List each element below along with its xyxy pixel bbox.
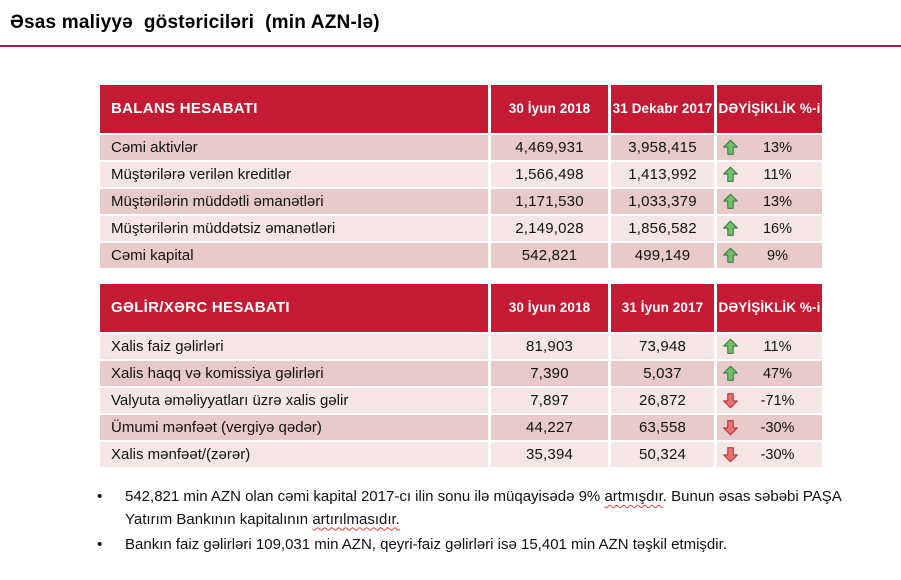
change-percent: 11% — [763, 338, 792, 355]
up-arrow-icon — [722, 338, 739, 355]
value-period1: 7,897 — [491, 388, 608, 413]
row-label: Müştərilərə verilən kreditlər — [100, 162, 488, 187]
up-arrow-icon — [722, 139, 739, 156]
column-header-period2: 31 İyun 2017 — [611, 284, 714, 332]
value-period2: 50,324 — [611, 442, 714, 467]
change-cell: 11% — [717, 334, 822, 359]
row-label: Xalis mənfəət/(zərər) — [100, 442, 488, 467]
row-label: Cəmi aktivlər — [100, 135, 488, 160]
row-label: Xalis haqq və komissiya gəlirləri — [100, 361, 488, 386]
change-percent: 9% — [767, 247, 788, 264]
table-row: Xalis haqq və komissiya gəlirləri 7,390 … — [100, 361, 822, 386]
change-cell: 16% — [717, 216, 822, 241]
change-cell: 13% — [717, 135, 822, 160]
row-label: Valyuta əməliyyatları üzrə xalis gəlir — [100, 388, 488, 413]
up-arrow-icon — [722, 193, 739, 210]
table-row: Valyuta əməliyyatları üzrə xalis gəlir 7… — [100, 388, 822, 413]
table-row: Müştərilərə verilən kreditlər 1,566,498 … — [100, 162, 822, 187]
note-text: . Bunun əsas səbəbi PAŞA Yatırım Bankını… — [125, 488, 841, 528]
down-arrow-icon — [722, 392, 739, 409]
column-header-change: DƏYİŞİKLİK %-i — [717, 284, 822, 332]
change-percent: 11% — [763, 166, 792, 183]
change-cell: 47% — [717, 361, 822, 386]
table-title: BALANS HESABATI — [100, 85, 488, 133]
value-period1: 7,390 — [491, 361, 608, 386]
notes-list: 542,821 min AZN olan cəmi kapital 2017-c… — [95, 486, 880, 557]
value-period1: 2,149,028 — [491, 216, 608, 241]
change-cell: -30% — [717, 415, 822, 440]
row-label: Müştərilərin müddətli əmanətləri — [100, 189, 488, 214]
page-title: Əsas maliyyə göstəriciləri (min AZN-lə) — [10, 12, 380, 33]
row-label: Ümumi mənfəət (vergiyə qədər) — [100, 415, 488, 440]
row-label: Müştərilərin müddətsiz əmanətləri — [100, 216, 488, 241]
change-percent: 16% — [762, 220, 793, 237]
value-period1: 44,227 — [491, 415, 608, 440]
table-title: GƏLİR/XƏRC HESABATI — [100, 284, 488, 332]
balance-sheet-table: BALANS HESABATI 30 İyun 2018 31 Dekabr 2… — [100, 85, 822, 268]
table-row: Xalis faiz gəlirləri 81,903 73,948 11% — [100, 334, 822, 359]
table-row: Müştərilərin müddətli əmanətləri 1,171,5… — [100, 189, 822, 214]
table-row: Cəmi aktivlər 4,469,931 3,958,415 13% — [100, 135, 822, 160]
value-period2: 63,558 — [611, 415, 714, 440]
down-arrow-icon — [722, 446, 739, 463]
value-period2: 1,856,582 — [611, 216, 714, 241]
value-period1: 542,821 — [491, 243, 608, 268]
column-header-period2: 31 Dekabr 2017 — [611, 85, 714, 133]
up-arrow-icon — [722, 247, 739, 264]
value-period1: 81,903 — [491, 334, 608, 359]
table-row: Cəmi kapital 542,821 499,149 9% — [100, 243, 822, 268]
change-percent: 13% — [762, 193, 793, 210]
column-header-change: DƏYİŞİKLİK %-i — [717, 85, 822, 133]
column-header-period1: 30 İyun 2018 — [491, 284, 608, 332]
income-statement-table: GƏLİR/XƏRC HESABATI 30 İyun 2018 31 İyun… — [100, 284, 822, 467]
value-period2: 3,958,415 — [611, 135, 714, 160]
value-period1: 1,566,498 — [491, 162, 608, 187]
value-period2: 73,948 — [611, 334, 714, 359]
note-text: Bankın faiz gəlirləri 109,031 min AZN, q… — [125, 536, 727, 553]
change-cell: -71% — [717, 388, 822, 413]
table-row: Müştərilərin müddətsiz əmanətləri 2,149,… — [100, 216, 822, 241]
value-period2: 5,037 — [611, 361, 714, 386]
value-period1: 4,469,931 — [491, 135, 608, 160]
change-percent: 13% — [762, 139, 793, 156]
row-label: Xalis faiz gəlirləri — [100, 334, 488, 359]
spellcheck-word: artmışdır — [604, 488, 663, 505]
change-cell: -30% — [717, 442, 822, 467]
change-percent: 47% — [762, 365, 793, 382]
value-period2: 1,033,379 — [611, 189, 714, 214]
down-arrow-icon — [722, 419, 739, 436]
value-period2: 1,413,992 — [611, 162, 714, 187]
up-arrow-icon — [722, 166, 739, 183]
table-row: Xalis mənfəət/(zərər) 35,394 50,324 -30% — [100, 442, 822, 467]
table-row: Ümumi mənfəət (vergiyə qədər) 44,227 63,… — [100, 415, 822, 440]
note-text: 542,821 min AZN olan cəmi kapital 2017-c… — [125, 488, 605, 505]
change-percent: -30% — [760, 446, 795, 463]
value-period1: 1,171,530 — [491, 189, 608, 214]
value-period2: 26,872 — [611, 388, 714, 413]
table-header-row: BALANS HESABATI 30 İyun 2018 31 Dekabr 2… — [100, 85, 822, 133]
change-percent: -71% — [760, 392, 795, 409]
value-period1: 35,394 — [491, 442, 608, 467]
title-divider — [0, 45, 901, 47]
spellcheck-word: artırılmasıdır. — [312, 510, 400, 528]
column-header-period1: 30 İyun 2018 — [491, 85, 608, 133]
table-header-row: GƏLİR/XƏRC HESABATI 30 İyun 2018 31 İyun… — [100, 284, 822, 332]
up-arrow-icon — [722, 365, 739, 382]
value-period2: 499,149 — [611, 243, 714, 268]
change-percent: -30% — [760, 419, 795, 436]
change-cell: 9% — [717, 243, 822, 268]
financial-tables: BALANS HESABATI 30 İyun 2018 31 Dekabr 2… — [100, 85, 822, 467]
up-arrow-icon — [722, 220, 739, 237]
row-label: Cəmi kapital — [100, 243, 488, 268]
note-item: 542,821 min AZN olan cəmi kapital 2017-c… — [95, 486, 880, 531]
change-cell: 13% — [717, 189, 822, 214]
note-item: Bankın faiz gəlirləri 109,031 min AZN, q… — [95, 534, 880, 557]
change-cell: 11% — [717, 162, 822, 187]
